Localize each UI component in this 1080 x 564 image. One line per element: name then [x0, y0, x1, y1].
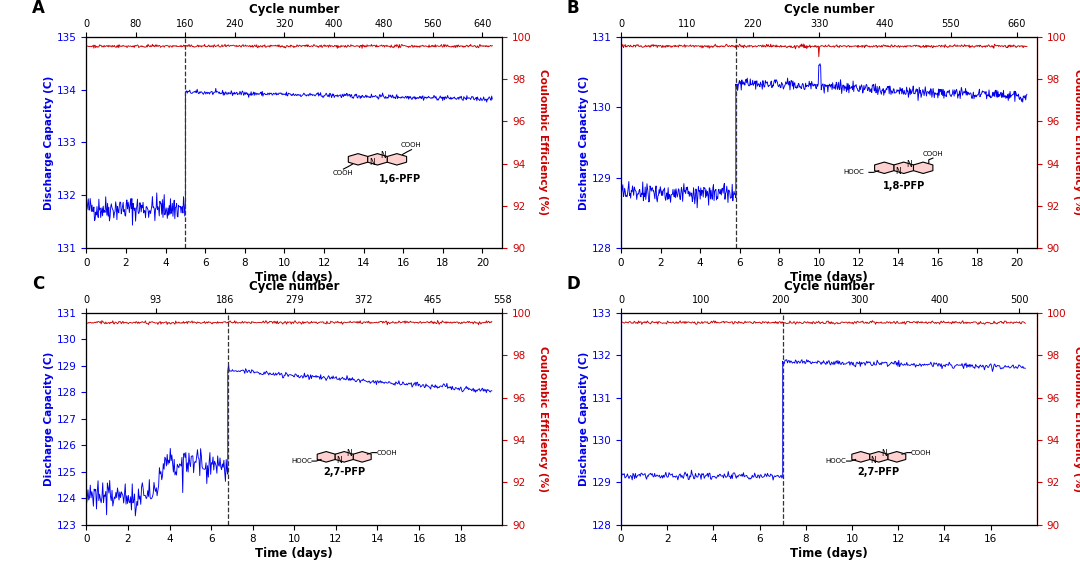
X-axis label: Time (days): Time (days) [791, 547, 867, 560]
Text: HOOC: HOOC [292, 458, 312, 464]
Text: N: N [369, 158, 375, 168]
Text: COOH: COOH [333, 170, 354, 177]
Text: C: C [32, 275, 44, 293]
X-axis label: Cycle number: Cycle number [249, 3, 339, 16]
Text: COOH: COOH [401, 142, 422, 148]
Polygon shape [318, 452, 335, 462]
X-axis label: Time (days): Time (days) [791, 271, 867, 284]
Text: 1,8-PFP: 1,8-PFP [882, 182, 924, 192]
Text: HOOC: HOOC [826, 458, 847, 464]
Text: D: D [567, 275, 581, 293]
Text: N: N [380, 151, 386, 160]
Text: N: N [881, 449, 887, 458]
X-axis label: Cycle number: Cycle number [784, 280, 874, 293]
Text: 2,7-PFP: 2,7-PFP [858, 468, 900, 477]
Text: 2,7-PFP: 2,7-PFP [323, 468, 365, 477]
Polygon shape [869, 452, 888, 462]
X-axis label: Time (days): Time (days) [256, 271, 333, 284]
Text: HOOC: HOOC [843, 169, 864, 175]
Polygon shape [349, 153, 368, 165]
X-axis label: Cycle number: Cycle number [784, 3, 874, 16]
Text: N: N [870, 456, 877, 465]
Y-axis label: Discharge Capacity (C): Discharge Capacity (C) [579, 351, 589, 486]
Text: A: A [32, 0, 45, 16]
Polygon shape [914, 162, 933, 174]
Text: N: N [347, 449, 352, 458]
Text: B: B [567, 0, 580, 16]
Polygon shape [894, 162, 914, 174]
Polygon shape [875, 162, 894, 174]
Polygon shape [852, 452, 869, 462]
X-axis label: Cycle number: Cycle number [249, 280, 339, 293]
Polygon shape [353, 452, 372, 462]
Text: COOH: COOH [377, 450, 397, 456]
X-axis label: Time (days): Time (days) [256, 547, 333, 560]
Text: COOH: COOH [912, 450, 932, 456]
Polygon shape [387, 153, 406, 165]
Y-axis label: Discharge Capacity (C): Discharge Capacity (C) [44, 75, 54, 210]
Y-axis label: Discharge Capacity (C): Discharge Capacity (C) [579, 75, 589, 210]
Text: 1,6-PFP: 1,6-PFP [379, 174, 421, 184]
Polygon shape [335, 452, 353, 462]
Y-axis label: Coulombic Efficiency (%): Coulombic Efficiency (%) [1072, 346, 1080, 492]
Text: N: N [906, 160, 913, 169]
Polygon shape [367, 153, 388, 165]
Y-axis label: Discharge Capacity (C): Discharge Capacity (C) [44, 351, 54, 486]
Text: N: N [895, 167, 901, 176]
Text: N: N [336, 456, 342, 465]
Y-axis label: Coulombic Efficiency (%): Coulombic Efficiency (%) [538, 69, 549, 215]
Polygon shape [888, 452, 906, 462]
Text: COOH: COOH [922, 151, 943, 157]
Y-axis label: Coulombic Efficiency (%): Coulombic Efficiency (%) [1072, 69, 1080, 215]
Y-axis label: Coulombic Efficiency (%): Coulombic Efficiency (%) [538, 346, 549, 492]
